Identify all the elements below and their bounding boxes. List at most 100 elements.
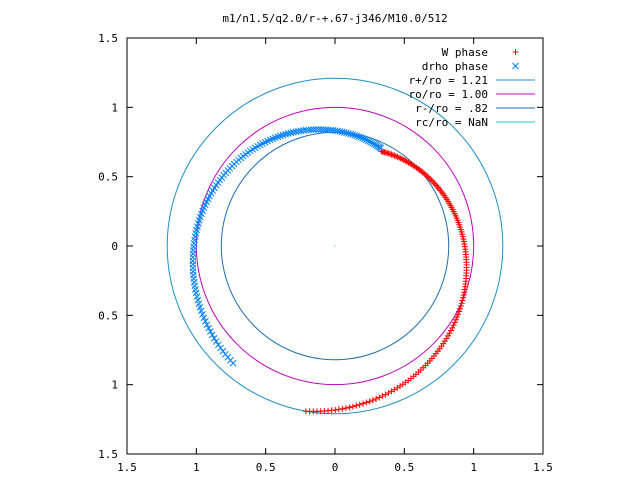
w-phase-point: [450, 322, 457, 329]
w-phase-point: [366, 398, 373, 405]
w-phase-point: [454, 314, 461, 321]
drho-phase-point: [367, 138, 375, 146]
w-phase-point: [335, 406, 342, 413]
drho-phase-point: [359, 134, 366, 142]
legend-label: drho phase: [422, 60, 488, 73]
x-tick-label: 1.5: [533, 461, 553, 474]
drho-phase-point: [364, 137, 372, 144]
w-phase-point: [445, 332, 452, 339]
y-tick-label: 0.5: [98, 171, 118, 184]
x-tick-label: 1: [470, 461, 477, 474]
w-phase-point: [452, 316, 459, 323]
drho-phase-point: [351, 131, 359, 139]
w-phase-point: [422, 171, 429, 178]
drho-phase-point: [347, 130, 355, 138]
drho-phase-point: [212, 338, 220, 345]
axis-ticks: 1.5 1 0.5 0 0.5 1 1.51.510.500.511.5: [98, 32, 553, 474]
w-phase-point: [449, 324, 456, 331]
drho-phase-point: [357, 134, 364, 141]
legend-label: r+/ro = 1.21: [409, 74, 488, 87]
y-tick-label: 1.5: [98, 32, 118, 45]
y-tick-label: 0.5: [98, 309, 118, 322]
w-phase-point: [460, 291, 467, 298]
drho-phase-point: [297, 127, 305, 135]
drho-phase-point: [202, 317, 209, 325]
legend-label: ro/ro = 1.00: [409, 88, 488, 101]
w-phase-point: [424, 173, 431, 180]
phase-points: [189, 126, 470, 415]
w-phase-point: [446, 330, 453, 337]
drho-phase-point: [320, 126, 327, 133]
drho-phase-point: [317, 126, 325, 133]
w-phase-point: [427, 176, 434, 183]
drho-phase-point: [217, 344, 224, 352]
x-tick-label: 1.5: [117, 461, 137, 474]
drho-phase-point: [205, 324, 212, 332]
drho-phase-point: [215, 341, 222, 349]
w-phase-point: [425, 174, 432, 181]
drho-phase-point: [200, 314, 208, 322]
drho-phase-point: [353, 132, 361, 140]
w-phase-point: [459, 297, 466, 304]
w-phase-point: [339, 405, 346, 412]
w-phase-point: [389, 152, 396, 159]
drho-phase-point: [210, 334, 218, 342]
legend-marker: [512, 62, 519, 70]
drho-phase-point: [207, 328, 214, 335]
drho-phase-point: [295, 127, 302, 135]
x-tick-label: 0.5: [256, 461, 276, 474]
y-tick-label: 1: [111, 101, 118, 114]
drho-phase-point: [289, 128, 297, 136]
chart-title: m1/n1.5/q2.0/r-+.67-j346/M10.0/512: [222, 12, 447, 25]
w-phase-point: [447, 327, 454, 334]
drho-phase-point: [369, 139, 377, 147]
w-phase-point: [455, 311, 462, 318]
drho-phase-point: [345, 130, 352, 137]
w-phase-point: [373, 395, 380, 402]
drho-phase-point: [292, 128, 300, 136]
drho-phase-point: [287, 129, 295, 137]
w-phase-point: [387, 150, 394, 157]
drho-phase-point: [360, 135, 368, 143]
drho-phase-point: [196, 303, 204, 311]
x-tick-label: 1: [193, 461, 200, 474]
w-phase-point: [458, 300, 465, 307]
y-tick-label: 1: [111, 379, 118, 392]
w-phase-point: [431, 180, 438, 187]
w-phase-point: [363, 399, 370, 406]
drho-phase-point: [349, 131, 357, 139]
w-phase-point: [457, 303, 464, 310]
w-phase-point: [430, 179, 437, 186]
center-point: [334, 245, 336, 247]
w-phase-point: [379, 393, 386, 400]
drho-phase-point: [312, 126, 320, 133]
drho-phase-point: [355, 133, 363, 141]
w-phase-point: [349, 403, 356, 410]
drho-phase-point: [199, 310, 206, 318]
drho-phase-point: [315, 126, 322, 133]
w-phase-point: [356, 401, 363, 408]
legend-marker: [512, 49, 519, 55]
w-phase-point: [461, 289, 468, 296]
w-phase-point: [460, 294, 467, 301]
w-phase-point: [342, 405, 349, 412]
w-phase-point: [382, 391, 389, 398]
legend-label: W phase: [442, 46, 488, 59]
w-phase-point: [302, 408, 309, 415]
drho-phase-point: [366, 138, 373, 145]
circle-r+ro: [166, 77, 504, 415]
w-phase-point: [353, 402, 360, 409]
legend-label: rc/ro = NaN: [415, 116, 488, 129]
w-phase-point: [388, 151, 395, 158]
drho-phase-point: [208, 331, 216, 339]
w-phase-point: [376, 394, 383, 401]
w-phase-point: [456, 308, 463, 315]
w-phase-point: [385, 389, 392, 396]
drho-phase-point: [197, 307, 205, 315]
legend-label: r-/ro = .82: [415, 102, 488, 115]
w-phase-point: [346, 404, 353, 411]
w-phase-point: [360, 400, 367, 407]
drho-phase-point: [362, 136, 370, 144]
